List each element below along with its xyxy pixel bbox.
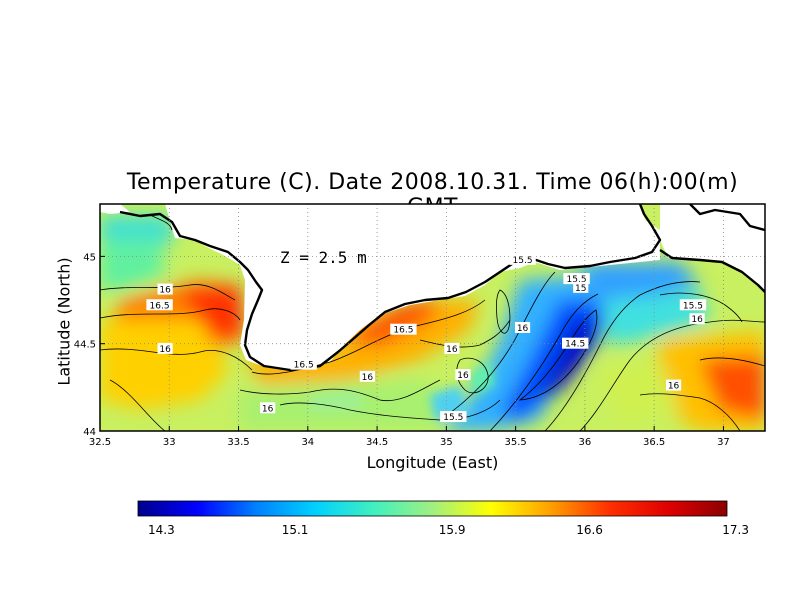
- temperature-contours: [100, 214, 765, 431]
- colorbar-ticks: 14.3 15.1 15.9 16.6 17.3: [148, 523, 749, 537]
- contour-label-bg: [509, 253, 536, 265]
- colorbar-tick-label: 16.6: [576, 523, 603, 537]
- x-axis-label: Longitude (East): [366, 453, 499, 472]
- y-tick-label: 44: [83, 427, 96, 438]
- contour-label: 16: [362, 373, 374, 383]
- colorbar-tick-label: 17.3: [722, 523, 749, 537]
- contour-label-bg: [260, 402, 276, 414]
- contour-label-bg: [573, 281, 589, 293]
- contour-label: 16: [691, 315, 703, 325]
- contour-label-bg: [157, 342, 173, 354]
- contour-label: 16: [446, 345, 458, 355]
- plot-frame: [99, 203, 766, 432]
- contour-label-bg: [455, 369, 471, 381]
- contour-label-bg: [359, 370, 375, 382]
- contour-label: 16.5: [393, 326, 413, 336]
- x-tick-label: 33: [163, 437, 176, 448]
- y-tick-label: 45: [83, 252, 96, 263]
- depth-annotation: Z = 2.5 m: [280, 248, 367, 267]
- contour-label: 14.5: [565, 340, 585, 350]
- contour-label: 16: [159, 345, 171, 355]
- contour-label-bg: [390, 323, 417, 335]
- contour-label: 16.5: [294, 361, 314, 371]
- y-tick-label: 44.5: [74, 340, 96, 351]
- contour-label-bg: [157, 283, 173, 295]
- x-tick-label: 33.5: [227, 437, 249, 448]
- colorbar: [137, 500, 728, 517]
- contour-label: 15.5: [443, 413, 463, 423]
- colorbar-tick-label: 15.1: [282, 523, 309, 537]
- contour-label: 16: [668, 382, 680, 392]
- land-mask: [100, 204, 765, 370]
- contour-label: 16: [457, 371, 469, 381]
- colorbar-tick-label: 15.9: [439, 523, 466, 537]
- contour-label-bg: [689, 313, 705, 325]
- y-axis-ticks: 44 44.5 45: [74, 252, 105, 438]
- contour-label: 15.5: [513, 256, 533, 266]
- x-tick-label: 34.5: [366, 437, 388, 448]
- contour-label-bg: [514, 321, 531, 333]
- coastline: [119, 204, 765, 372]
- contour-label-bg: [440, 411, 467, 423]
- contour-label-bg: [563, 273, 590, 285]
- contour-label: 15.5: [567, 275, 587, 285]
- contour-label: 16: [159, 286, 171, 296]
- contour-label: 15.5: [683, 301, 703, 311]
- x-tick-label: 35.5: [504, 437, 526, 448]
- x-axis-ticks: 32.5 33 33.5 34 34.5 35 35.5 36 36.5 37: [89, 426, 730, 448]
- colorbar-tick-label: 14.3: [148, 523, 175, 537]
- x-tick-label: 37: [717, 437, 730, 448]
- contour-label: 16.5: [150, 301, 170, 311]
- x-tick-label: 36.5: [643, 437, 665, 448]
- x-tick-label: 36: [579, 437, 592, 448]
- contour-label-bg: [444, 342, 460, 354]
- contour-label-bg: [561, 337, 589, 349]
- x-tick-label: 32.5: [89, 437, 111, 448]
- x-tick-label: 34: [301, 437, 314, 448]
- contour-label: 16: [262, 404, 274, 414]
- contour-label-bg: [146, 299, 173, 311]
- contour-label: 16: [517, 324, 529, 334]
- contour-label: 15: [575, 284, 586, 294]
- contour-label-bg: [679, 299, 707, 311]
- contour-label-bg: [290, 358, 317, 370]
- contour-label-bg: [665, 379, 682, 391]
- x-tick-label: 35: [440, 437, 453, 448]
